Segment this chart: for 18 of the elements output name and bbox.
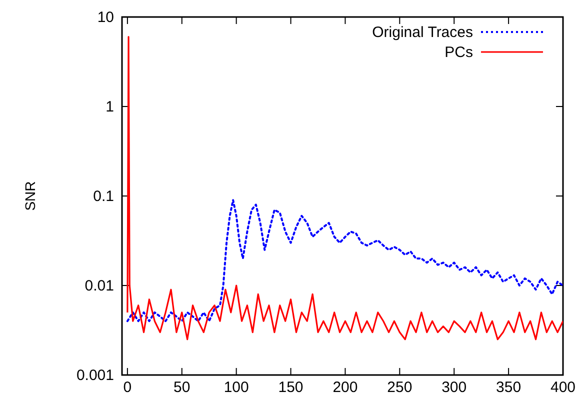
x-tick-label: 100 — [224, 379, 249, 396]
x-tick-label: 50 — [174, 379, 190, 396]
x-tick-label: 400 — [550, 379, 576, 396]
y-tick-label: 0.001 — [76, 367, 114, 384]
y-tick-label: 0.1 — [93, 188, 114, 205]
y-axis-title: SNR — [22, 181, 38, 211]
x-tick-label: 300 — [442, 379, 467, 396]
line-series — [126, 199, 563, 322]
legend-label: Original Traces — [372, 24, 473, 41]
x-tick-label: 250 — [387, 379, 412, 396]
legend-label: PCs — [444, 44, 473, 61]
y-tick-label: 1 — [106, 98, 114, 116]
x-tick-label: 200 — [332, 379, 358, 396]
y-tick-label: 10 — [97, 9, 114, 26]
y-tick-label: 0.01 — [84, 278, 114, 294]
x-tick-label: 0 — [123, 379, 132, 396]
x-tick-label: 150 — [278, 379, 304, 396]
x-tick-label: 350 — [496, 379, 522, 396]
